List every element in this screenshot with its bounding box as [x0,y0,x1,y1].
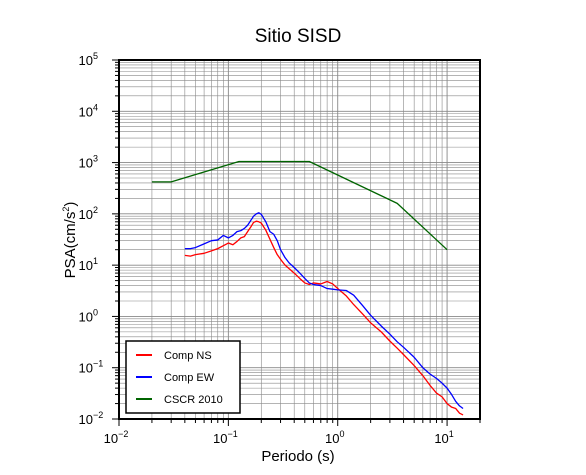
y-tick-label: 10 [79,156,93,171]
legend-label: Comp EW [164,372,215,384]
y-axis-label: PSA(cm/s2) [61,202,79,279]
series-line-comp-ns [184,220,464,416]
x-tick-label-exp: −2 [118,429,128,439]
legend: Comp NS Comp EW CSCR 2010 [125,340,241,414]
y-tick-label-exp: 5 [93,51,98,61]
ticks-layer [112,59,481,426]
y-tick-label-exp: −1 [93,359,103,369]
y-tick-label-base: 10 [79,104,93,119]
series-layer [151,160,464,416]
y-tick-label: 10 [79,258,93,273]
x-tick-label-exp: 1 [449,429,454,439]
y-tick-label-base: 10 [79,309,93,324]
y-tick-label-exp: 1 [93,256,98,266]
x-tick-label-base: 10 [325,431,339,446]
y-tick-label-exp: 3 [93,154,98,164]
y-tick-label: 10 [79,412,93,427]
y-tick-label-base: 10 [79,361,93,376]
grid-lines [118,59,481,420]
series-line-comp-ew [184,212,464,410]
x-tick-label: 10−1 [213,429,238,446]
y-tick-label-base: 10 [79,258,93,273]
x-tick-label: 101 [434,429,453,446]
x-axis-label: Periodo (s) [261,448,334,465]
y-axis-label-base: PSA(cm/s [62,212,79,279]
y-axis-label-end: ) [62,202,79,207]
legend-items: Comp NS Comp EW CSCR 2010 [136,350,223,406]
x-tick-label-base: 10 [434,431,448,446]
y-tick-label: 10 [79,361,93,376]
y-axis-label-exp: 2 [61,207,71,212]
x-tick-label-exp: −1 [227,429,237,439]
y-tick-label-base: 10 [79,53,93,68]
x-tick-label-base: 10 [104,431,118,446]
y-tick-label: 10 [79,207,93,222]
y-tick-label-exp: 4 [93,102,98,112]
y-tick-label-exp: 2 [93,205,98,215]
x-tick-label: 100 [325,429,344,446]
y-tick-label: 10 [79,309,93,324]
x-tick-label-exp: 0 [339,429,344,439]
y-tick-label-exp: 0 [93,307,98,317]
y-tick-label-base: 10 [79,207,93,222]
chart-title: Sitio SISD [255,26,342,47]
series-line-cscr-2010 [151,160,448,251]
x-tick-label-base: 10 [213,431,227,446]
y-tick-label: 10 [79,53,93,68]
legend-label: Comp NS [164,350,212,362]
x-tick-label: 10−2 [104,429,129,446]
y-tick-label-base: 10 [79,156,93,171]
y-tick-label: 10 [79,104,93,119]
legend-label: CSCR 2010 [164,394,223,406]
y-tick-label-exp: −2 [93,410,103,420]
plot-frame [118,59,481,420]
y-tick-label-base: 10 [79,412,93,427]
